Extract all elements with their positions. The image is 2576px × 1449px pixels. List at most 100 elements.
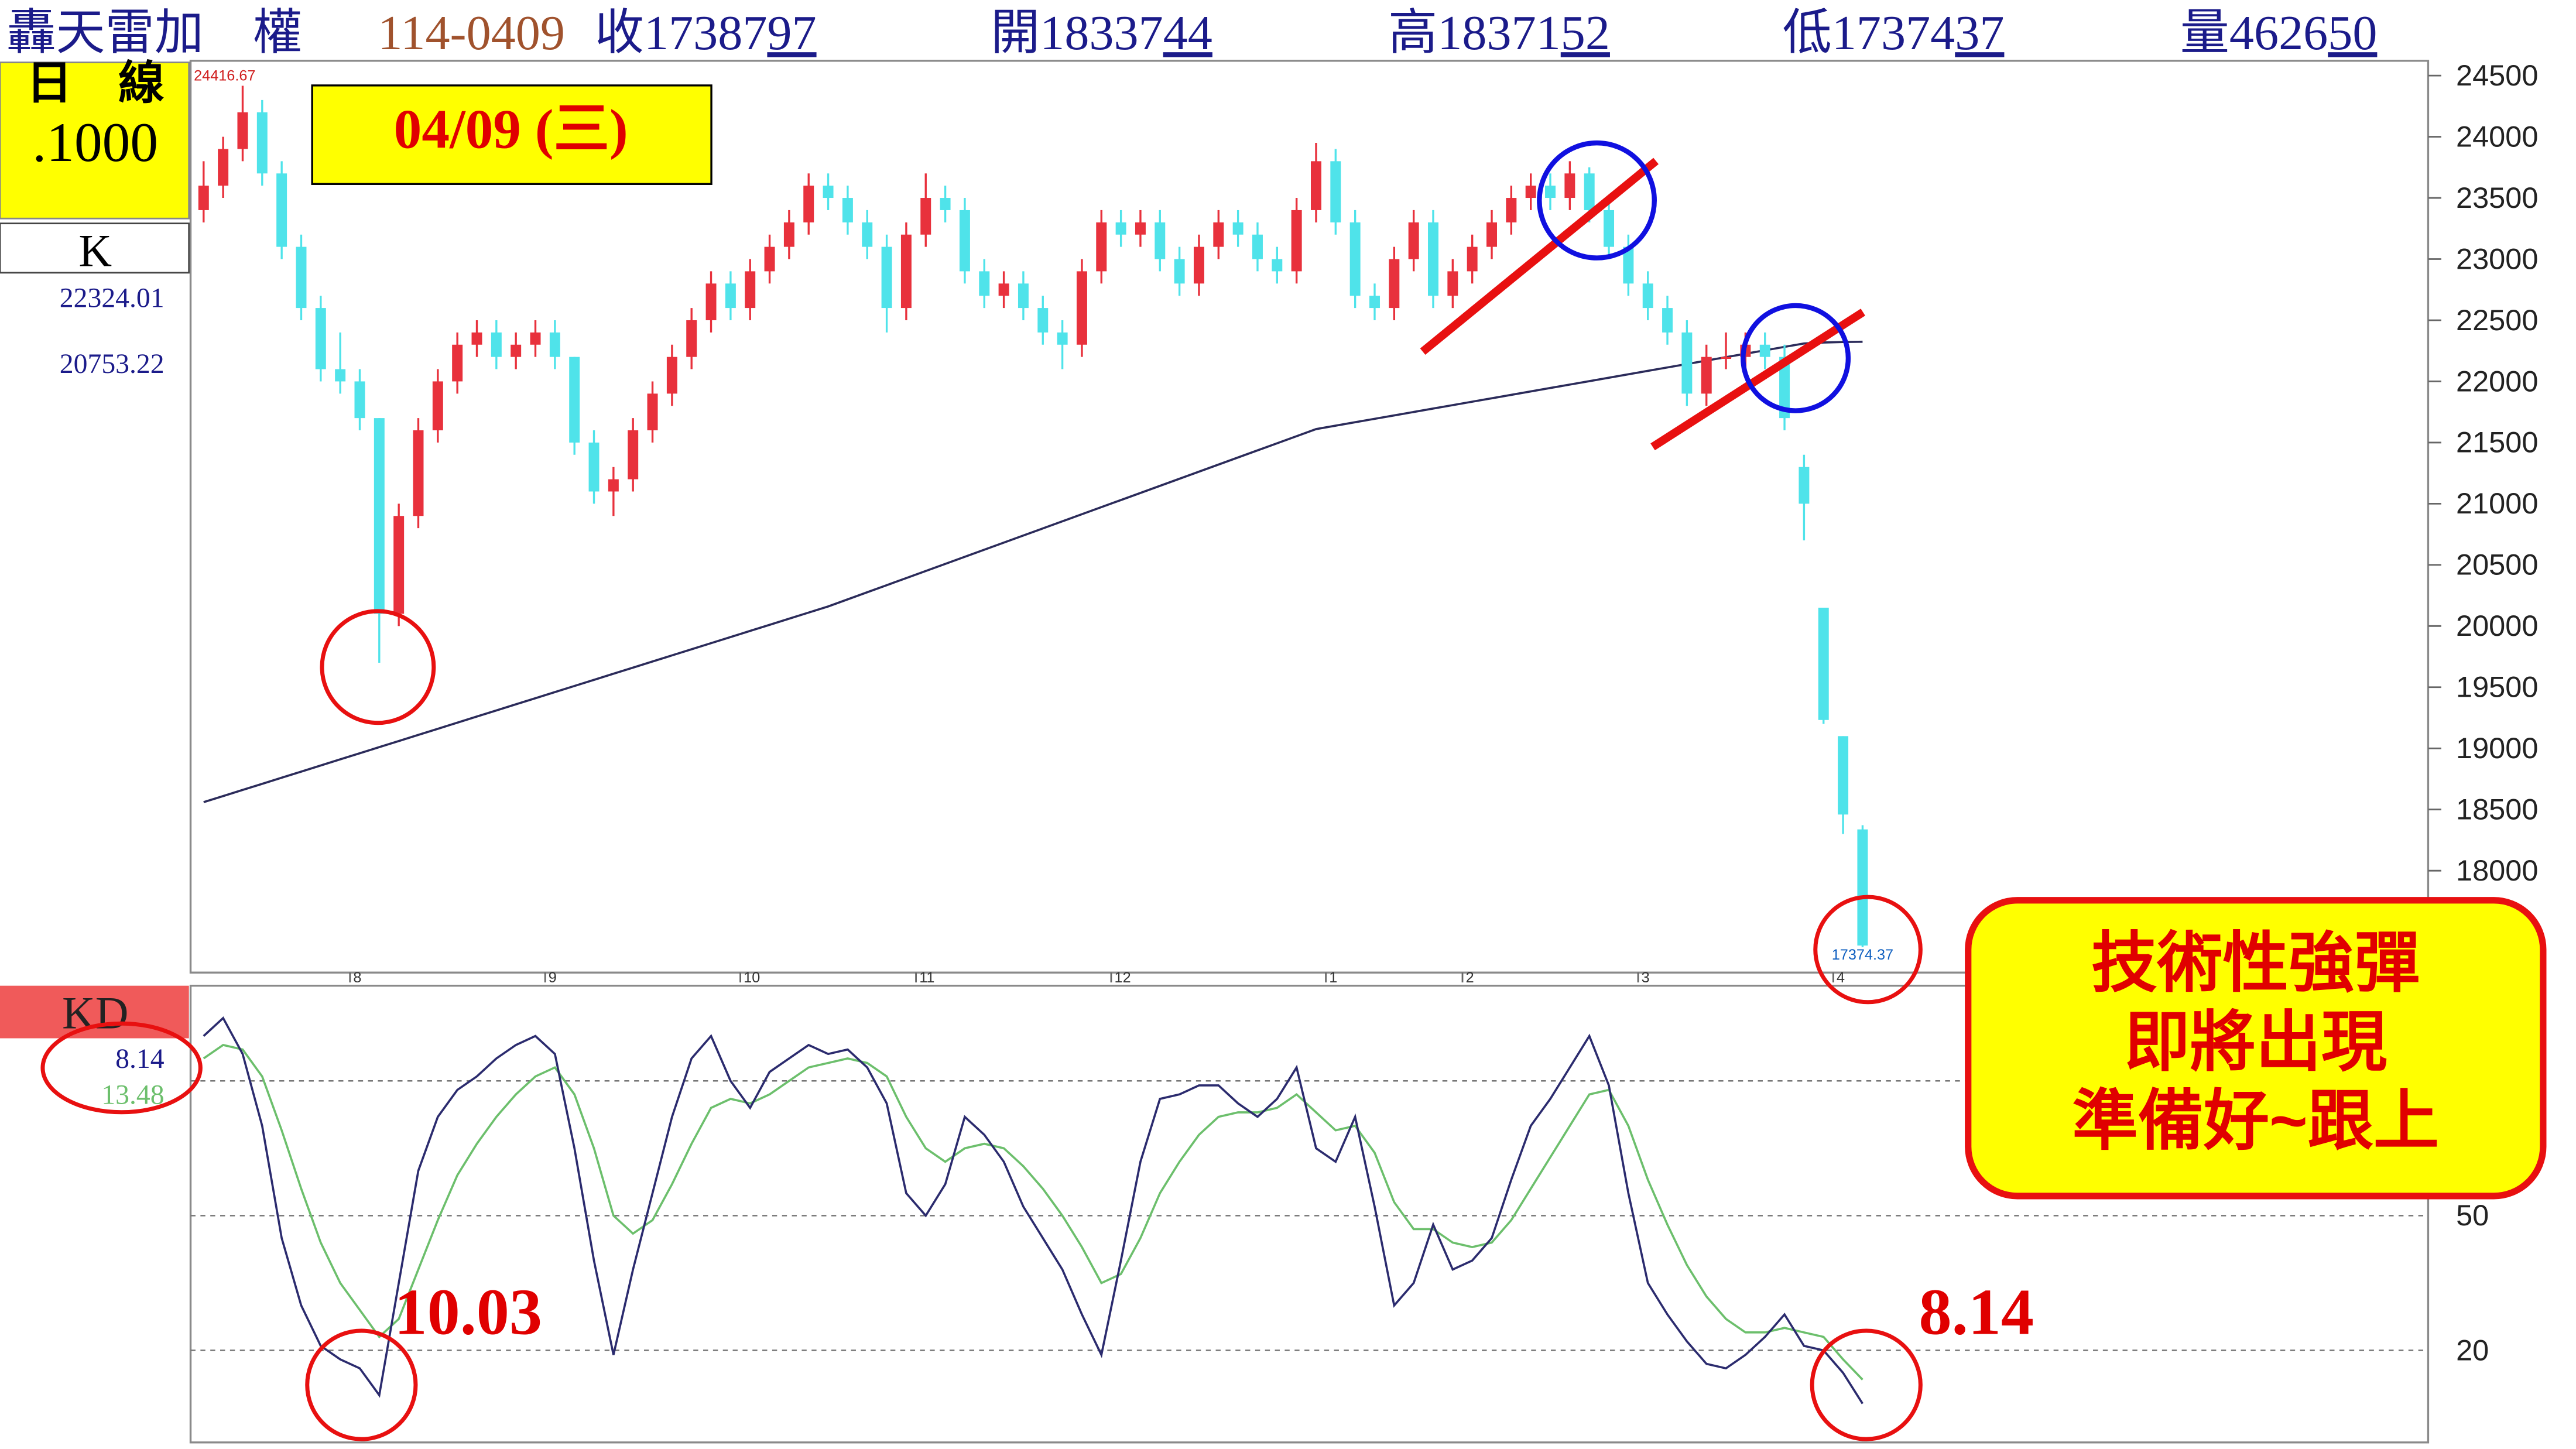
y-tick-label: 21500 xyxy=(2456,426,2538,459)
candle-body xyxy=(881,246,892,309)
k-value: 8.14 xyxy=(115,1043,165,1074)
quote-integer: 4626 xyxy=(2229,6,2328,60)
callout-box xyxy=(1965,897,2547,1200)
overlay: 04/09 (三) 10.03 8.14 技術性強彈 即將出現 準備好~跟上 xyxy=(40,84,2547,1441)
candle-body xyxy=(471,332,482,345)
candle-body xyxy=(920,198,931,235)
candle-body xyxy=(393,516,405,614)
trend-line xyxy=(1650,309,1865,451)
candle-body xyxy=(530,332,541,345)
quote-decimals: 37 xyxy=(1955,6,2004,60)
quote-label: 高 xyxy=(1388,6,1437,60)
high-label: 24416.67 xyxy=(194,68,255,84)
x-tick-label: 2 xyxy=(1466,970,1474,986)
ma-value: 22324.01 xyxy=(60,283,165,314)
y-tick-label: 24000 xyxy=(2456,119,2538,153)
candle-body xyxy=(256,112,268,174)
x-tick-label: 12 xyxy=(1115,970,1131,986)
period-box xyxy=(0,61,190,220)
sub-indicator-label: KD xyxy=(62,988,128,1039)
candle-body xyxy=(452,344,463,382)
quote-label: 開 xyxy=(991,6,1040,60)
candle-body xyxy=(1155,222,1166,259)
main-indicator-box xyxy=(0,222,190,274)
x-tick-label: 1 xyxy=(1329,970,1337,986)
y-tick-label: 19000 xyxy=(2456,731,2538,765)
k-low-annotation: 10.03 xyxy=(394,1276,542,1349)
y-tick-label: 21000 xyxy=(2456,487,2538,520)
candle-body xyxy=(354,381,365,419)
candle-body xyxy=(998,283,1009,296)
candle-body xyxy=(1174,259,1185,284)
low-label: 17374.37 xyxy=(1832,947,1893,963)
candle-body xyxy=(1721,357,1732,359)
candle-body xyxy=(900,234,912,309)
quote-decimals: 44 xyxy=(1163,6,1212,60)
candle-body xyxy=(1642,283,1653,309)
candle-body xyxy=(1408,222,1419,259)
candle-body xyxy=(725,283,736,309)
unit-label: .1000 xyxy=(32,111,158,173)
candle-body xyxy=(1369,296,1380,309)
candle-body xyxy=(959,210,970,272)
candle-body xyxy=(823,186,834,198)
candle-body xyxy=(1096,222,1107,272)
candle-body xyxy=(666,357,677,394)
price-frame xyxy=(189,60,2430,974)
candle-body xyxy=(1232,222,1244,235)
candle-body xyxy=(1623,246,1634,284)
date-box-label: 04/09 (三) xyxy=(394,98,628,160)
candle-body xyxy=(315,308,326,369)
candle-body xyxy=(1759,344,1770,357)
candle-body xyxy=(686,320,697,357)
highlight-circle xyxy=(40,1021,203,1115)
candle-body xyxy=(218,149,229,186)
x-tick-label: 10 xyxy=(744,970,760,986)
candle-body xyxy=(1818,607,1829,720)
candle-body xyxy=(413,430,424,516)
candle-body xyxy=(647,393,658,431)
y-tick-label: 24500 xyxy=(2456,59,2538,92)
candle-body xyxy=(1545,186,1556,198)
candle-body xyxy=(1291,210,1302,272)
candle-body xyxy=(1564,173,1575,198)
highlight-circle xyxy=(1810,1328,1923,1441)
y-tick-label: 22500 xyxy=(2456,303,2538,337)
date-box xyxy=(311,84,712,185)
candle-body xyxy=(1857,829,1868,946)
candle-body xyxy=(608,479,619,492)
candle-body xyxy=(1135,222,1146,235)
candle-body xyxy=(803,186,814,222)
candle-body xyxy=(979,271,990,296)
quote: 量462650 xyxy=(2180,6,2378,60)
k-low-annotation: 8.14 xyxy=(1919,1276,2034,1349)
x-tick-label: 9 xyxy=(549,970,557,986)
candle-body xyxy=(198,186,209,210)
highlight-circle xyxy=(320,609,436,725)
candle-body xyxy=(1486,222,1497,247)
d-value: 13.48 xyxy=(101,1080,164,1111)
x-tick-label: 4 xyxy=(1837,970,1845,986)
candle-body xyxy=(745,271,756,309)
candle-body xyxy=(1681,332,1693,394)
kd-line xyxy=(203,1016,1864,1405)
candle-body xyxy=(549,332,560,357)
highlight-circle xyxy=(1741,303,1851,413)
candle-body xyxy=(705,283,717,320)
quote-integer: 17374 xyxy=(1832,6,1955,60)
quote-decimals: 97 xyxy=(767,6,816,60)
quote-integer: 17387 xyxy=(644,6,767,60)
candle-body xyxy=(1213,222,1224,247)
y-tick-label: 18500 xyxy=(2456,793,2538,826)
candle-body xyxy=(1252,234,1263,259)
x-tick-label: 8 xyxy=(353,970,361,986)
candle-body xyxy=(1076,271,1087,345)
quote: 開1833744 xyxy=(991,6,1212,60)
candle-body xyxy=(1311,161,1321,210)
candle-body xyxy=(1701,357,1712,394)
candle-body xyxy=(1115,222,1126,235)
y-tick-label: 50 xyxy=(2456,1198,2489,1232)
moving-average xyxy=(203,340,1863,803)
quote: 低1737437 xyxy=(1783,6,2005,60)
